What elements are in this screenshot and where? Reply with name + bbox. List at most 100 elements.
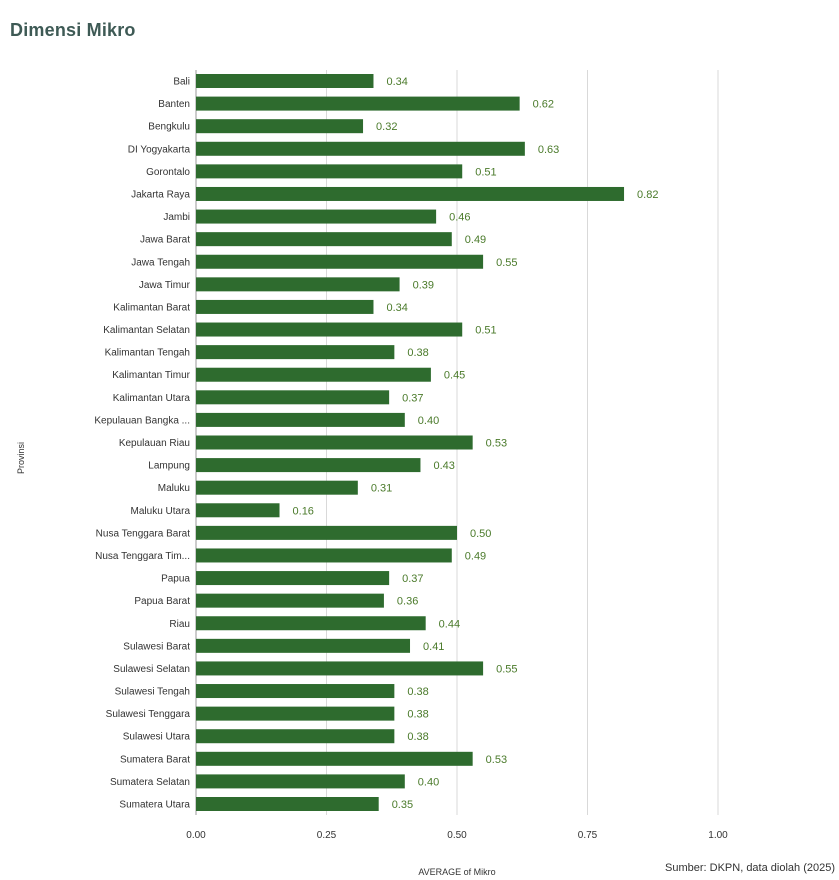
- x-tick-label: 0.25: [317, 830, 337, 841]
- value-label: 0.45: [444, 370, 465, 382]
- x-tick-label: 1.00: [708, 830, 728, 841]
- category-label: Sulawesi Tengah: [115, 687, 190, 698]
- bar: [196, 548, 452, 563]
- category-label: Kalimantan Utara: [113, 393, 191, 404]
- y-axis-title: Provinsi: [16, 442, 26, 474]
- value-label: 0.44: [439, 618, 460, 630]
- bar: [196, 345, 395, 360]
- bar: [196, 593, 384, 608]
- bar: [196, 751, 473, 766]
- value-label: 0.34: [386, 302, 407, 314]
- bar: [196, 96, 520, 111]
- value-label: 0.39: [413, 279, 434, 291]
- value-label: 0.53: [486, 754, 507, 766]
- value-label: 0.31: [371, 483, 392, 495]
- value-label: 0.46: [449, 212, 470, 224]
- category-label: Bengkulu: [148, 122, 190, 133]
- category-label: Kalimantan Tengah: [105, 348, 190, 359]
- value-label: 0.82: [637, 189, 658, 201]
- category-label: Jawa Tengah: [131, 257, 190, 268]
- category-label: Sumatera Barat: [120, 754, 190, 765]
- source-note: Sumber: DKPN, data diolah (2025): [665, 862, 835, 874]
- value-label: 0.43: [433, 460, 454, 472]
- category-label: Sulawesi Tenggara: [106, 709, 191, 720]
- bar: [196, 277, 400, 292]
- category-label: Papua: [161, 574, 190, 585]
- value-label: 0.38: [407, 686, 428, 698]
- category-label: Kalimantan Selatan: [103, 325, 190, 336]
- bar: [196, 435, 473, 450]
- x-axis-title: AVERAGE of Mikro: [418, 867, 495, 877]
- category-label: Sulawesi Selatan: [113, 664, 190, 675]
- category-label: Bali: [173, 77, 190, 88]
- category-label: Sumatera Selatan: [110, 777, 190, 788]
- category-label: Kalimantan Barat: [113, 302, 190, 313]
- value-label: 0.55: [496, 663, 517, 675]
- value-label: 0.53: [486, 438, 507, 450]
- value-label: 0.41: [423, 641, 444, 653]
- bar: [196, 616, 426, 631]
- value-label: 0.51: [475, 325, 496, 337]
- x-tick-label: 0.00: [186, 830, 206, 841]
- category-label: Kepulauan Bangka ...: [94, 415, 190, 426]
- value-label: 0.49: [465, 234, 486, 246]
- value-label: 0.50: [470, 528, 491, 540]
- category-label: Gorontalo: [146, 167, 190, 178]
- category-label: Sulawesi Barat: [123, 641, 190, 652]
- bar: [196, 797, 379, 811]
- value-label: 0.51: [475, 166, 496, 178]
- value-label: 0.32: [376, 121, 397, 133]
- category-label: Banten: [158, 99, 190, 110]
- bar: [196, 412, 405, 427]
- value-label: 0.36: [397, 596, 418, 608]
- bar: [196, 164, 463, 179]
- bar: [196, 254, 484, 269]
- bar: [196, 458, 421, 473]
- value-label: 0.35: [392, 799, 413, 811]
- category-label: Sulawesi Utara: [123, 732, 191, 743]
- category-labels: Bali Banten Bengkulu DI Yogyakarta Gorontalo…: [94, 77, 190, 811]
- bar: [196, 141, 525, 156]
- bar: [196, 480, 358, 495]
- bar: [196, 661, 484, 676]
- value-label: 0.38: [407, 709, 428, 721]
- bar: [196, 706, 395, 721]
- value-label: 0.55: [496, 257, 517, 269]
- x-tick-label: 0.75: [578, 830, 598, 841]
- bar: [196, 684, 395, 699]
- bar: [196, 209, 437, 224]
- bar: [196, 638, 411, 653]
- category-label: Kalimantan Timur: [112, 370, 190, 381]
- category-label: Jakarta Raya: [131, 189, 190, 200]
- bar: [196, 571, 390, 586]
- value-label: 0.34: [386, 76, 407, 88]
- bar: [196, 774, 405, 789]
- value-labels: 0.34 0.62 0.32 0.63 0.51 0.82 0.46 0.49 0.55 0.39…: [293, 76, 659, 811]
- chart-title: Dimensi Mikro: [10, 20, 136, 40]
- bar: [196, 299, 374, 314]
- category-label: Papua Barat: [134, 596, 190, 607]
- category-label: Nusa Tenggara Barat: [96, 528, 191, 539]
- bar: [196, 367, 431, 382]
- category-label: Riau: [169, 619, 190, 630]
- value-label: 0.62: [533, 99, 554, 111]
- value-label: 0.38: [407, 731, 428, 743]
- value-label: 0.40: [418, 415, 439, 427]
- bar: [196, 729, 395, 744]
- value-label: 0.40: [418, 776, 439, 788]
- category-label: Jambi: [163, 212, 190, 223]
- bar: [196, 119, 364, 134]
- value-label: 0.49: [465, 550, 486, 562]
- category-label: Maluku Utara: [131, 506, 191, 517]
- value-label: 0.37: [402, 392, 423, 404]
- bar: [196, 186, 625, 201]
- value-label: 0.16: [293, 505, 314, 517]
- category-label: Kepulauan Riau: [119, 438, 190, 449]
- bar: [196, 322, 463, 337]
- category-label: Lampung: [148, 461, 190, 472]
- category-label: Jawa Barat: [140, 235, 190, 246]
- category-label: DI Yogyakarta: [128, 144, 191, 155]
- category-label: Sumatera Utara: [119, 800, 190, 811]
- bar: [196, 503, 280, 518]
